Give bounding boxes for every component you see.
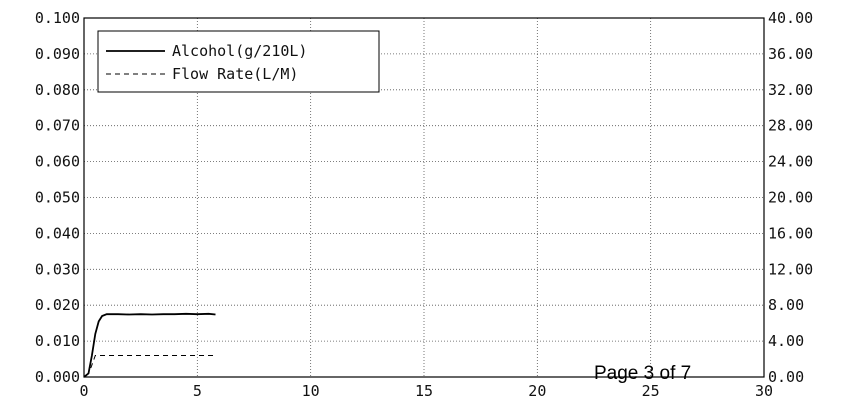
legend-label-alcohol: Alcohol(g/210L) <box>172 42 307 60</box>
y-right-tick-label: 16.00 <box>768 224 813 242</box>
x-tick-label: 5 <box>193 382 202 400</box>
y-left-tick-label: 0.030 <box>35 260 80 278</box>
y-left-tick-label: 0.070 <box>35 117 80 135</box>
y-right-tick-label: 24.00 <box>768 153 813 171</box>
y-left-tick-label: 0.010 <box>35 332 80 350</box>
y-right-tick-label: 36.00 <box>768 45 813 63</box>
x-axis-ticks: 0 5 10 15 20 25 30 <box>79 382 773 400</box>
x-tick-label: 15 <box>415 382 433 400</box>
x-tick-label: 10 <box>302 382 320 400</box>
right-axis-ticks: 0.00 4.00 8.00 12.00 16.00 20.00 24.00 28.00 32.… <box>768 9 813 386</box>
x-tick-label: 25 <box>642 382 660 400</box>
y-right-tick-label: 4.00 <box>768 332 804 350</box>
left-axis-ticks: 0.000 0.010 0.020 0.030 0.040 0.050 0.060 0.070… <box>35 9 80 386</box>
legend-label-flow-rate: Flow Rate(L/M) <box>172 65 298 83</box>
grid-lines <box>84 18 764 377</box>
series-line-flow-rate <box>90 355 216 369</box>
y-right-tick-label: 0.00 <box>768 368 804 386</box>
plot-area-frame <box>83 17 765 378</box>
page-number-label: Page 3 of 7 <box>594 363 692 384</box>
y-left-tick-label: 0.090 <box>35 45 80 63</box>
y-right-tick-label: 8.00 <box>768 296 804 314</box>
y-left-tick-label: 0.050 <box>35 189 80 207</box>
y-left-tick-label: 0.040 <box>35 224 80 242</box>
series-layer <box>83 312 216 378</box>
x-tick-label: 0 <box>79 382 88 400</box>
x-tick-label: 20 <box>528 382 546 400</box>
y-right-tick-label: 12.00 <box>768 260 813 278</box>
y-right-tick-label: 20.00 <box>768 189 813 207</box>
y-left-tick-label: 0.100 <box>35 9 80 27</box>
y-left-tick-label: 0.000 <box>35 368 80 386</box>
y-right-tick-label: 32.00 <box>768 81 813 99</box>
legend-box <box>97 30 380 93</box>
y-left-tick-label: 0.020 <box>35 296 80 314</box>
y-left-tick-label: 0.080 <box>35 81 80 99</box>
series-line-alcohol <box>83 312 216 378</box>
x-tick-label: 30 <box>755 382 773 400</box>
y-right-tick-label: 28.00 <box>768 117 813 135</box>
y-left-tick-label: 0.060 <box>35 153 80 171</box>
y-right-tick-label: 40.00 <box>768 9 813 27</box>
legend: Alcohol(g/210L) Flow Rate(L/M) <box>97 30 380 93</box>
